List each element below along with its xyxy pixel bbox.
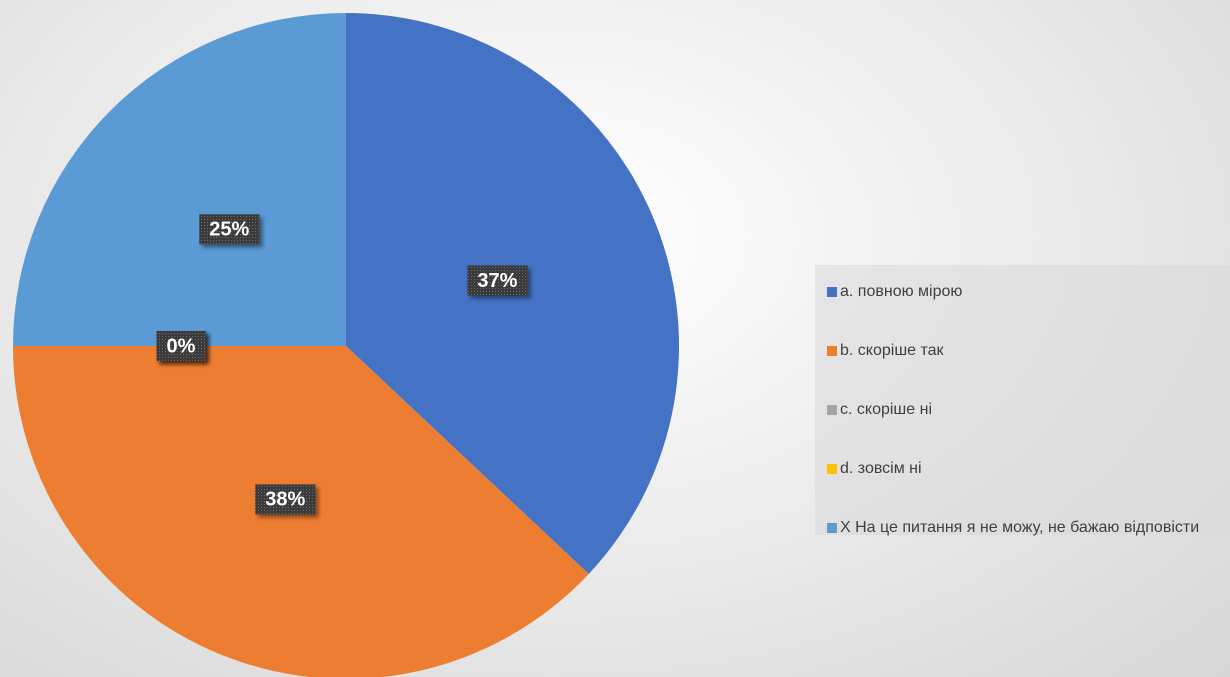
legend-entry: b. скоріше так xyxy=(827,342,1230,401)
legend-swatch xyxy=(827,346,837,356)
data-label-text: 25% xyxy=(209,219,249,241)
legend-swatch xyxy=(827,464,837,474)
data-label: 38% xyxy=(255,484,316,515)
legend-label: b. скоріше так xyxy=(840,342,944,359)
legend-label: a. повною мірою xyxy=(840,283,963,300)
legend-label: d. зовсім ні xyxy=(840,460,922,477)
legend-entry: c. скоріше ні xyxy=(827,401,1230,460)
legend-entry: X На це питання я не можу, не бажаю відп… xyxy=(827,519,1230,578)
data-label-text: 37% xyxy=(477,270,517,292)
data-label: 37% xyxy=(467,265,528,296)
slices xyxy=(13,13,679,677)
legend-entry: a. повною мірою xyxy=(827,283,1230,342)
data-label: 25% xyxy=(199,214,260,245)
data-label: 0% xyxy=(156,331,206,361)
legend-entry: d. зовсім ні xyxy=(827,460,1230,519)
slice xyxy=(13,13,346,346)
legend-swatch xyxy=(827,523,837,533)
data-label-text: 38% xyxy=(265,489,305,511)
data-label-text: 0% xyxy=(167,335,196,357)
legend: a. повною мірою b. скоріше так c. скоріше … xyxy=(815,265,1230,536)
legend-label: c. скоріше ні xyxy=(840,401,932,418)
data-label-box xyxy=(199,214,260,245)
legend-label: X На це питання я не можу, не бажаю відп… xyxy=(840,519,1200,536)
data-label-box xyxy=(156,331,206,361)
chart: 37%38%0%0%25% xyxy=(13,13,679,677)
data-label-box xyxy=(255,484,316,515)
data-label-box xyxy=(467,265,528,296)
legend-swatch xyxy=(827,287,837,297)
data-labels: 37%38%0%0%25% xyxy=(156,214,528,515)
legend-swatch xyxy=(827,405,837,415)
